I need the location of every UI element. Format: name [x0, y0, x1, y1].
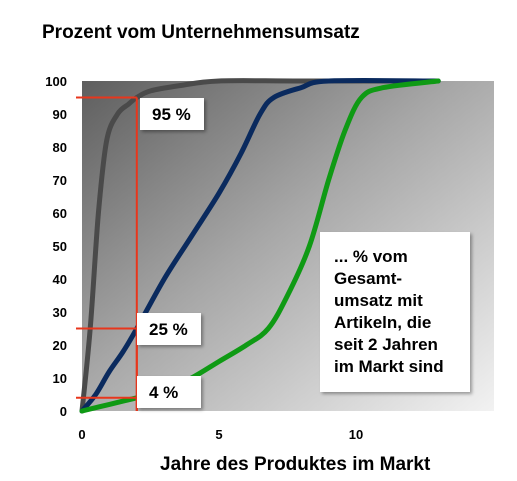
annotation-line: ... % vom: [334, 247, 408, 266]
reference-label: 25 %: [149, 320, 188, 339]
chart-title: Prozent vom Unternehmensumsatz: [42, 22, 360, 43]
reference-label-box: [137, 313, 201, 345]
y-tick-label: 40: [53, 272, 67, 287]
reference-label-box: [140, 98, 204, 130]
y-tick-label: 100: [45, 74, 67, 89]
y-tick-label: 70: [53, 173, 67, 188]
x-axis: 0 5 10: [78, 427, 363, 442]
y-tick-label: 0: [60, 404, 67, 419]
annotation-line: umsatz mit: [334, 291, 423, 310]
y-tick-label: 60: [53, 206, 67, 221]
annotation-text: ... % vom Gesamt-umsatz mit Artikeln, die s…: [334, 247, 444, 376]
reference-label: 4 %: [149, 383, 178, 402]
series-line-1: [79, 78, 441, 414]
y-axis: 0 10 20 30 40 50 60 70 80 90 100: [45, 74, 67, 419]
annotation-line: im Markt sind: [334, 357, 444, 376]
reference-lines: [76, 96, 138, 411]
series-line-2: [79, 78, 441, 414]
reference-label: 95 %: [152, 105, 191, 124]
x-tick-label: 10: [349, 427, 363, 442]
x-tick-label: 0: [78, 427, 85, 442]
annotation-line: Artikeln, die: [334, 313, 431, 332]
y-tick-label: 10: [53, 371, 67, 386]
x-tick-label: 5: [215, 427, 222, 442]
annotation-box: ... % vom Gesamt-umsatz mit Artikeln, die s…: [320, 232, 470, 392]
y-tick-label: 50: [53, 239, 67, 254]
y-tick-label: 80: [53, 140, 67, 155]
annotation-line: Gesamt-: [334, 269, 402, 288]
reference-label-box: [137, 376, 201, 408]
y-tick-label: 20: [53, 338, 67, 353]
annotation-line: seit 2 Jahren: [334, 335, 438, 354]
reference-labels: 95 % 25 % 4 %: [137, 98, 204, 408]
y-tick-label: 90: [53, 107, 67, 122]
x-axis-label: Jahre des Produktes im Markt: [160, 454, 431, 475]
y-tick-label: 30: [53, 305, 67, 320]
